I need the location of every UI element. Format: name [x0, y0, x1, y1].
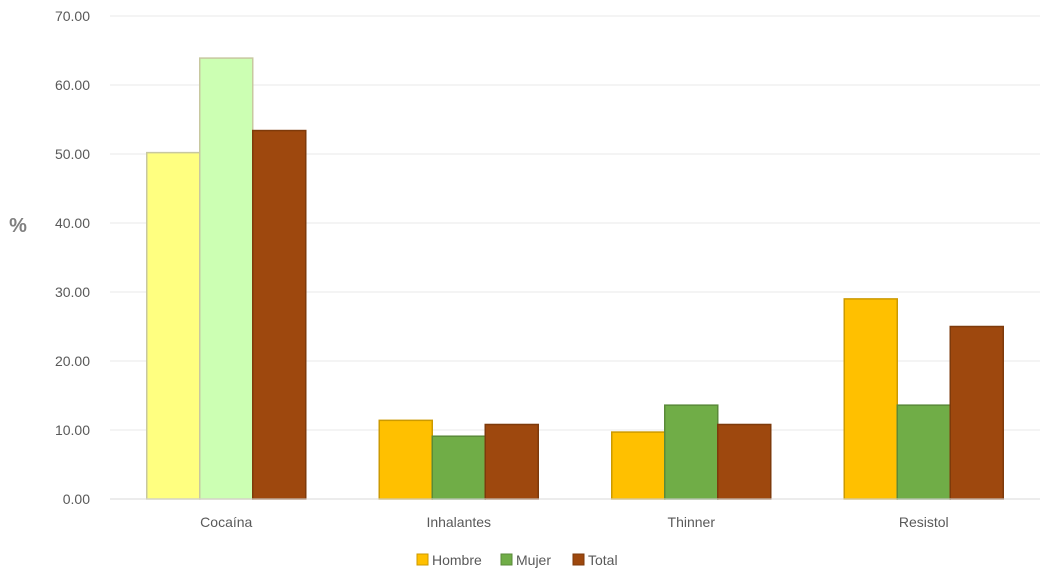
- y-axis-label: %: [9, 215, 27, 237]
- x-tick-label: Resistol: [899, 514, 949, 530]
- legend-label-total: Total: [588, 552, 618, 568]
- legend-label-hombre: Hombre: [432, 552, 482, 568]
- bar-mujer-0: [199, 57, 254, 500]
- x-tick-label: Cocaína: [200, 514, 252, 530]
- bar-total-2: [717, 423, 772, 500]
- y-tick-label: 10.00: [55, 422, 90, 438]
- y-tick-label: 60.00: [55, 77, 90, 93]
- bar-mujer-2: [664, 404, 719, 500]
- bars: [146, 57, 1004, 500]
- legend-swatch-hombre: [416, 553, 429, 566]
- bar-mujer-1: [431, 435, 486, 500]
- x-tick-label: Inhalantes: [426, 514, 491, 530]
- legend-label-mujer: Mujer: [516, 552, 551, 568]
- bar-total-1: [484, 423, 539, 500]
- bar-hombre-2: [611, 431, 666, 500]
- axes: 0.00 10.00 20.00 30.00 40.00 50.00 60.00 70.00 C…: [55, 8, 1040, 530]
- bar-total-0: [252, 129, 307, 500]
- y-tick-label: 50.00: [55, 146, 90, 162]
- legend-swatch-mujer: [500, 553, 513, 566]
- y-tick-label: 0.00: [63, 491, 90, 507]
- bar-total-3: [949, 325, 1004, 500]
- y-tick-label: 30.00: [55, 284, 90, 300]
- bar-hombre-1: [378, 419, 433, 500]
- legend: Hombre Mujer Total: [416, 552, 618, 568]
- y-tick-label: 70.00: [55, 8, 90, 24]
- legend-swatch-total: [572, 553, 585, 566]
- bar-hombre-0: [146, 151, 201, 500]
- y-tick-label: 20.00: [55, 353, 90, 369]
- bar-mujer-3: [896, 404, 951, 500]
- y-tick-label: 40.00: [55, 215, 90, 231]
- bar-hombre-3: [843, 298, 898, 500]
- x-tick-label: Thinner: [668, 514, 716, 530]
